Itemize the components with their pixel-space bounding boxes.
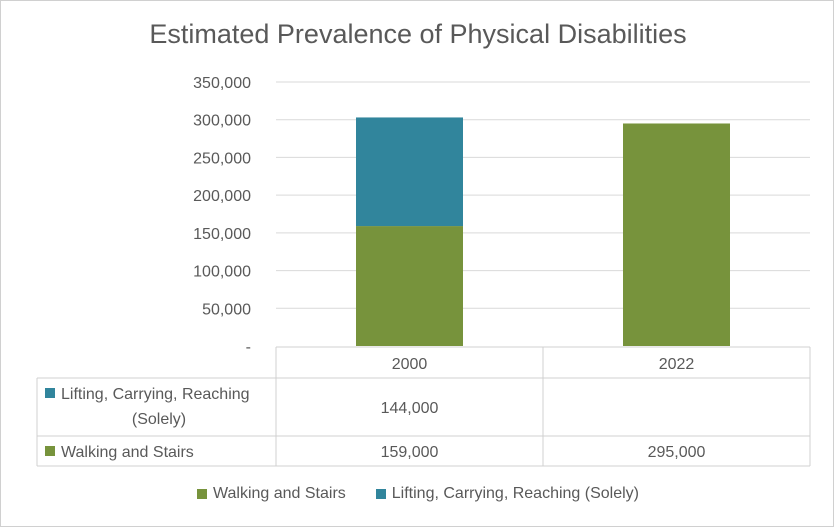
table-row-label-lifting: Lifting, Carrying, Reaching [61,386,250,403]
table-cell-lifting-2000: 144,000 [381,400,439,417]
bars [356,117,730,346]
legend: Walking and Stairs Lifting, Carrying, Re… [1,485,834,503]
table-header-2000: 2000 [392,356,428,373]
table-swatch-walking [45,446,55,456]
legend-item-lifting: Lifting, Carrying, Reaching (Solely) [375,485,639,503]
bar-walking-2022 [623,123,730,346]
y-tick-label: 150,000 [193,226,251,243]
y-tick-label: 200,000 [193,188,251,205]
table-row-label-walking: Walking and Stairs [61,444,194,461]
legend-swatch-walking [196,489,207,499]
y-tick-label: 100,000 [193,264,251,281]
chart-title: Estimated Prevalence of Physical Disabil… [149,19,687,49]
y-tick-label: - [246,339,251,356]
y-tick-label: 250,000 [193,150,251,167]
legend-label-walking: Walking and Stairs [212,485,346,502]
table-swatch-lifting [45,388,55,398]
table-row-label-lifting-2: (Solely) [132,411,186,428]
table-cell-walking-2000: 159,000 [381,444,439,461]
y-axis: - 50,000 100,000 150,000 200,000 250,000 300,0… [193,75,251,356]
table-header-2022: 2022 [659,356,695,373]
y-tick-label: 50,000 [202,301,251,318]
table-cell-walking-2022: 295,000 [648,444,706,461]
legend-item-walking: Walking and Stairs [196,485,346,503]
y-tick-label: 300,000 [193,113,251,130]
bar-lifting-2000 [356,117,463,227]
legend-label-lifting: Lifting, Carrying, Reaching (Solely) [391,485,639,502]
legend-swatch-lifting [375,489,386,499]
bar-walking-2000 [356,226,463,346]
y-tick-label: 350,000 [193,75,251,92]
data-table: 2000 2022 Lifting, Carrying, Reaching (Sole… [36,346,811,467]
